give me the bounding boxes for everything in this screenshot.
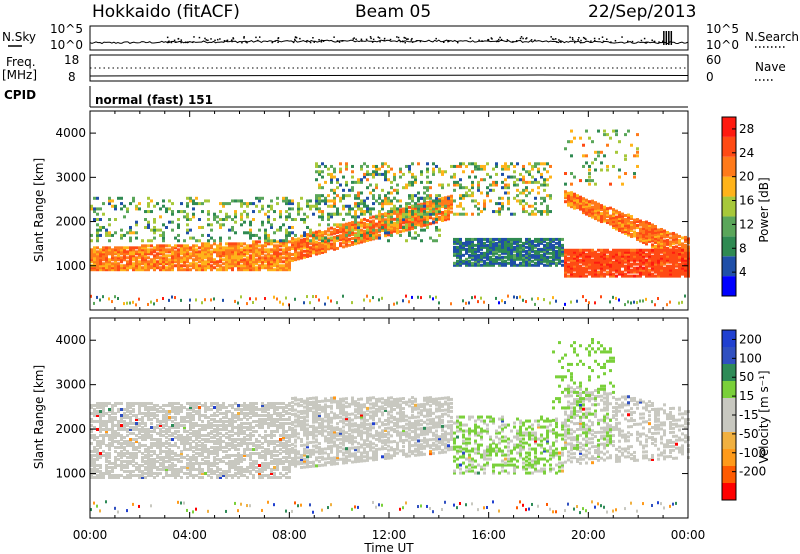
colorbar-bin	[722, 398, 736, 415]
colorbar-tick: -200	[739, 465, 766, 479]
nsky-tick-bottom: 10^0	[50, 38, 83, 52]
xtick-label: 00:00	[73, 528, 108, 542]
colorbar-tick: 8	[739, 241, 747, 255]
velocity-colorbar: 200 100 50 15 -15 -50 -100 -200	[721, 329, 766, 501]
colorbar-bin	[722, 483, 736, 500]
colorbar-bin	[722, 156, 736, 177]
velocity-heatmap	[90, 338, 690, 515]
colorbar-tick: 16	[739, 194, 754, 208]
ytick-label: 4000	[55, 126, 86, 140]
velocity-ylabel: Slant Range [km]	[32, 365, 46, 469]
colorbar-bin	[722, 466, 736, 483]
power-ylabel: Slant Range [km]	[32, 158, 46, 262]
colorbar-bin	[722, 236, 736, 257]
velocity-axes: 1000 2000 3000 4000	[55, 318, 689, 518]
freq-tick-top: 18	[64, 53, 79, 67]
cpid-value: normal (fast) 151	[95, 93, 213, 107]
colorbar-tick: 12	[739, 217, 754, 231]
colorbar-bin	[722, 256, 736, 277]
colorbar-bin	[722, 364, 736, 381]
colorbar-tick: -15	[739, 408, 759, 422]
nsky-strip: N.Sky 10^5 10^0 10^5 10^0 N.Search	[2, 22, 799, 52]
nsearch-tick-bottom: 10^0	[706, 38, 739, 52]
station-title: Hokkaido (fitACF)	[92, 2, 240, 22]
cpid-label: CPID	[4, 88, 36, 102]
colorbar-bin	[722, 176, 736, 197]
ytick-label: 1000	[55, 467, 86, 481]
colorbar-tick: 4	[739, 265, 747, 279]
ytick-label: 2000	[55, 422, 86, 436]
nave-tick-top: 60	[706, 53, 721, 67]
nsearch-tick-top: 10^5	[706, 22, 739, 36]
freq-tick-bottom: 8	[68, 70, 76, 84]
power-colorbar: 4 8 12 16 20 24 28	[721, 116, 754, 297]
nsky-label: N.Sky	[2, 30, 36, 44]
colorbar-tick: 24	[739, 146, 754, 160]
colorbar-bin	[722, 117, 736, 137]
colorbar-tick: 50	[739, 370, 754, 384]
colorbar-bin	[722, 276, 736, 296]
xtick-label: 00:00	[671, 528, 706, 542]
beam-title: Beam 05	[355, 2, 431, 22]
ytick-label: 3000	[55, 378, 86, 392]
colorbar-bin	[722, 381, 736, 398]
freq-label-1: Freq.	[6, 55, 36, 69]
colorbar-bin	[722, 449, 736, 466]
power-panel: 1000 2000 3000 4000 Slant Range [km] 4 8 12 16…	[32, 110, 771, 311]
nave-tick-bottom: 0	[706, 70, 714, 84]
nsky-tick-top: 10^5	[50, 22, 83, 36]
colorbar-tick: 28	[739, 122, 754, 136]
ytick-label: 1000	[55, 259, 86, 273]
ytick-label: 2000	[55, 215, 86, 229]
power-heatmap	[90, 129, 690, 307]
colorbar-tick: 100	[739, 351, 762, 365]
cpid-strip: CPID normal (fast) 151	[4, 86, 688, 108]
xtick-label: 04:00	[172, 528, 207, 542]
time-axis: 00:00 04:00 08:00 12:00 16:00 20:00 00:00	[73, 528, 706, 542]
power-axes: 1000 2000 3000 4000	[55, 111, 689, 310]
ytick-label: 4000	[55, 333, 86, 347]
freq-strip: Freq. [MHz] 18 8 60 0 Nave	[2, 53, 786, 84]
colorbar-bin	[722, 216, 736, 237]
ytick-label: 3000	[55, 170, 86, 184]
velocity-colorbar-label: Velocity [m s⁻¹]	[757, 370, 771, 463]
xtick-label: 16:00	[471, 528, 506, 542]
freq-label-2: [MHz]	[2, 68, 37, 82]
colorbar-tick: -100	[739, 446, 766, 460]
colorbar-bin	[722, 347, 736, 364]
colorbar-bin	[722, 432, 736, 449]
xtick-label: 12:00	[372, 528, 407, 542]
velocity-panel: 1000 2000 3000 4000 Slant Range [km] 200 100…	[32, 317, 771, 519]
power-colorbar-label: Power [dB]	[757, 177, 771, 242]
colorbar-bin	[722, 330, 736, 347]
time-axis-label: Time UT	[363, 541, 414, 554]
xtick-label: 08:00	[272, 528, 307, 542]
nave-label: Nave	[755, 60, 786, 74]
colorbar-tick: 200	[739, 332, 762, 346]
xtick-label: 20:00	[571, 528, 606, 542]
colorbar-bin	[722, 136, 736, 157]
colorbar-tick: -50	[739, 427, 759, 441]
colorbar-bin	[722, 415, 736, 432]
nsky-trace	[89, 31, 689, 45]
colorbar-tick: 20	[739, 170, 754, 184]
date-title: 22/Sep/2013	[588, 2, 696, 22]
colorbar-bin	[722, 196, 736, 217]
colorbar-tick: 15	[739, 389, 754, 403]
nsearch-label: N.Search	[745, 30, 799, 44]
